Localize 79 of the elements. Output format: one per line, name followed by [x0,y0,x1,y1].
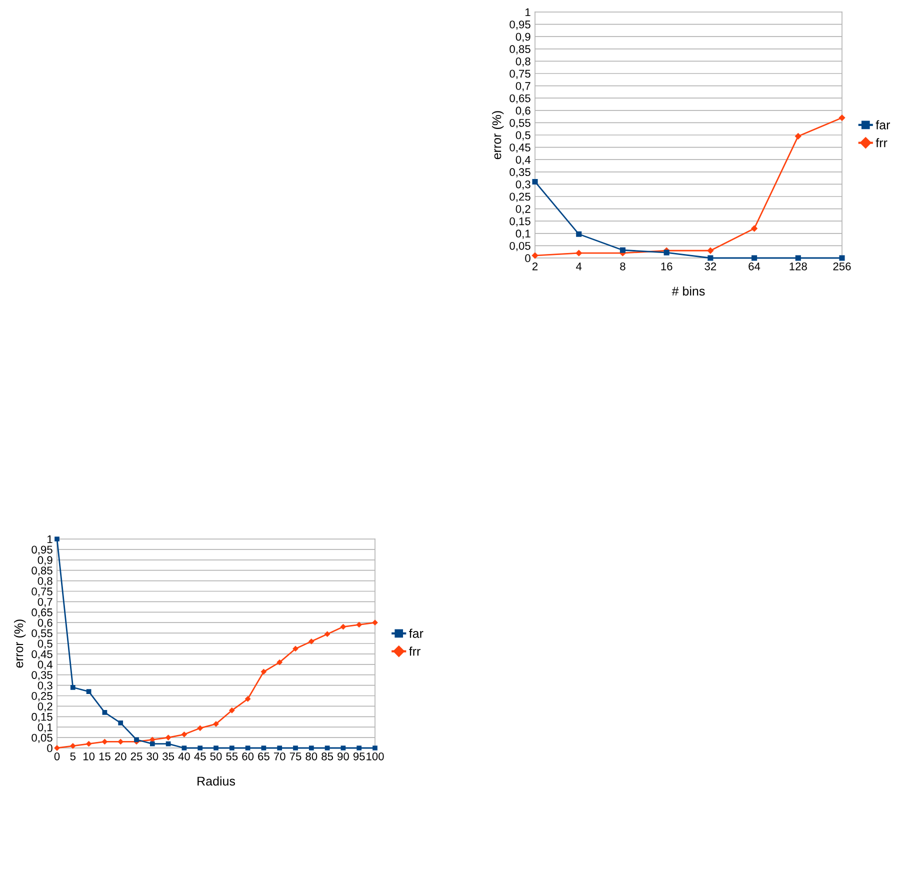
y-tick-label: 0,45 [32,650,52,660]
y-tick-label: 0,05 [32,734,52,743]
x-tick-label: 85 [322,752,334,760]
y-tick-label: 0,2 [38,702,52,712]
y-tick-label: 0,85 [510,45,530,54]
y-tick-label: 0,15 [32,712,52,722]
y-tick-label: 0,25 [510,192,530,202]
x-tick-label: 55 [226,752,238,760]
x-tick-label: 15 [99,752,110,760]
y-tick-label: 0,5 [516,131,530,140]
y-tick-label: 0,35 [32,671,52,680]
y-tick-label: 0,05 [510,242,530,252]
y-tick-label: 0,65 [510,94,530,104]
y-tick-label: 0,4 [38,660,53,670]
legend-label: far [876,120,890,130]
x-tick-label: 20 [114,752,126,760]
x-tick-label: 80 [306,752,318,760]
x-tick-label: 16 [661,262,672,270]
y-tick-label: 0,15 [510,217,530,227]
y-tick-label: 0,95 [510,20,530,30]
y-tick-label: 0,6 [516,106,530,116]
x-tick-label: 100 [366,752,384,760]
x-tick-label: 8 [620,262,626,270]
x-tick-label: 2 [532,262,538,270]
x-tick-label: 25 [130,752,142,760]
x-tick-label: 35 [162,752,174,760]
x-tick-label: 50 [210,752,222,760]
x-tick-label: 95 [353,752,365,760]
y-tick-label: 0,55 [510,118,530,128]
y-tick-label: 0,75 [510,70,530,79]
y-tick-label: 0,65 [32,608,52,618]
y-tick-label: 0,35 [510,168,530,178]
y-tick-label: 0,75 [32,588,52,597]
y-tick-label: 1 [526,8,530,16]
x-tick-label: 75 [290,752,302,760]
y-tick-label: 0,2 [516,205,530,214]
y-tick-label: 0,9 [516,32,530,42]
y-tick-label: 0,3 [516,180,530,190]
y-tick-label: 0,1 [516,230,530,239]
y-tick-label: 0 [525,254,530,262]
y-tick-label: 0,7 [516,82,530,92]
x-tick-label: 128 [790,262,807,270]
y-tick-label: 0,45 [510,144,530,153]
x-tick-label: 4 [576,262,582,270]
x-axis-title: Radius [198,776,236,786]
y-tick-label: 0,25 [32,692,52,702]
y-axis-title: error (%) [14,620,26,668]
x-axis-title: # bins [672,286,705,296]
y-tick-label: 0,9 [38,556,52,566]
y-tick-label: 0,7 [38,598,52,608]
legend-label: frr [409,646,420,656]
x-tick-label: 40 [178,752,190,760]
legend-label: far [409,628,424,638]
x-tick-label: 45 [194,752,206,760]
x-tick-label: 65 [258,752,270,760]
y-axis-title: error (%) [492,111,504,160]
x-tick-label: 64 [748,262,760,270]
y-tick-label: 0,8 [38,577,52,586]
x-tick-label: 70 [274,752,286,760]
y-tick-label: 0,6 [38,618,52,628]
y-tick-label: 0 [47,744,52,752]
y-tick-label: 0,95 [32,546,52,555]
x-tick-label: 0 [54,752,60,760]
x-tick-label: 60 [242,752,254,760]
x-tick-label: 90 [338,752,349,760]
x-tick-label: 256 [833,262,851,270]
y-tick-label: 0,3 [38,682,52,691]
y-tick-label: 0,4 [516,156,531,166]
x-tick-label: 30 [146,752,158,760]
y-tick-label: 1 [48,535,52,544]
x-tick-label: 10 [83,752,95,760]
y-tick-label: 0,55 [32,629,52,638]
x-tick-label: 32 [704,262,716,270]
y-tick-label: 0,85 [32,566,52,576]
legend-label: frr [876,138,888,148]
y-tick-label: 0,5 [38,640,52,649]
y-tick-label: 0,8 [516,57,530,67]
y-tick-label: 0,1 [38,723,52,733]
x-tick-label: 5 [70,752,76,760]
